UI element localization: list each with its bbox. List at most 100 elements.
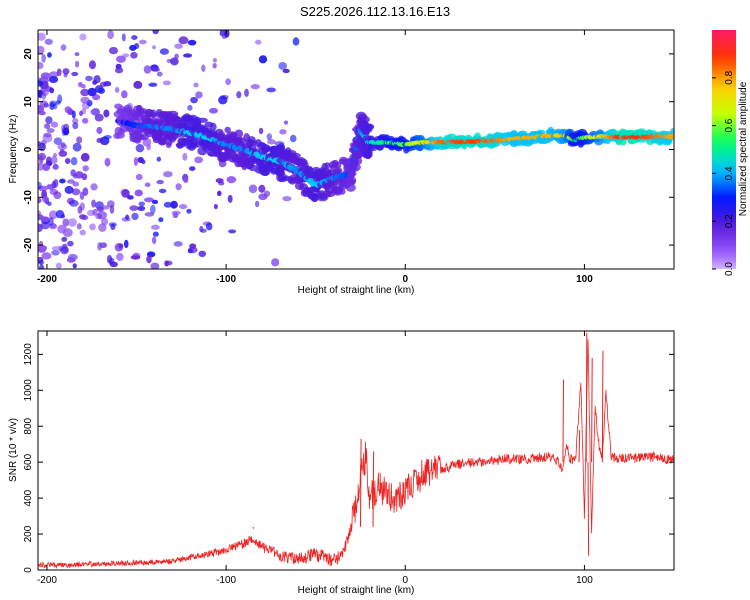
spectrogram-noise-blob — [187, 248, 193, 254]
colorbar-label: Normalized spectral amplitude — [738, 81, 749, 216]
colorbar-tick-label: 0.2 — [724, 214, 735, 228]
spectrogram-ridge-halo — [346, 170, 357, 177]
spectrogram-noise-blob — [258, 184, 266, 193]
spectrogram-noise-blob — [198, 250, 207, 258]
spectrogram-noise-blob — [49, 100, 57, 107]
spectrogram-noise-blob — [103, 135, 112, 140]
spectrogram-noise-blob — [156, 71, 163, 77]
y-tick-label: -10 — [23, 190, 34, 205]
spectrogram-noise-blob — [187, 39, 197, 46]
spectrogram-noise-blob — [255, 39, 262, 45]
spectrogram-noise-blob — [40, 216, 50, 222]
y-tick-label: 0 — [23, 567, 34, 573]
spectrogram-noise-blob — [38, 264, 45, 269]
spectrogram-noise-blob — [62, 218, 70, 227]
spectrogram-noise-blob — [199, 225, 204, 233]
spectrogram-noise-blob — [90, 183, 98, 191]
spectrogram-noise-blob — [224, 30, 230, 38]
spectrogram-noise-blob — [90, 108, 100, 116]
snr-spike — [578, 429, 581, 463]
spectrogram-ridge-cell — [667, 134, 674, 140]
spectrogram-noise-blob — [101, 217, 109, 226]
spectrogram-noise-blob — [135, 143, 145, 153]
spectrogram-noise-blob — [92, 80, 98, 85]
spectrogram-noise-blob — [216, 190, 222, 197]
spectrogram-noise-blob — [62, 68, 70, 75]
spectrogram-noise-blob — [59, 178, 66, 184]
spectrogram-noise-blob — [144, 182, 151, 187]
spectrogram-noise-blob — [81, 173, 88, 181]
y-tick-label: 10 — [23, 96, 34, 108]
spectrogram-ridge-halo — [215, 128, 224, 135]
spectrogram-noise-blob — [75, 171, 84, 179]
x-tick-label: -200 — [37, 274, 57, 285]
spectrogram-noise-blob — [96, 137, 104, 144]
colorbar-tick-label: 0.8 — [724, 70, 735, 84]
spectrogram-noise-blob — [107, 30, 114, 40]
spectrogram-noise-blob — [258, 127, 264, 135]
spectrogram-noise-blob — [172, 212, 179, 219]
spectrogram-noise-blob — [146, 255, 152, 264]
spectrogram-noise-blob — [152, 231, 159, 237]
x-tick-label: 0 — [402, 274, 408, 285]
spectrogram-noise-blob — [190, 96, 198, 104]
spectrogram-noise-blob — [63, 123, 70, 132]
spectrogram-noise-blob — [72, 142, 82, 152]
spectrogram-noise-blob — [121, 33, 126, 42]
y-tick-label: 1000 — [23, 379, 34, 402]
spectrogram-noise-blob — [38, 223, 43, 233]
spectrogram-noise-blob — [289, 134, 297, 143]
spectrogram-noise-blob — [114, 86, 120, 93]
snr-y-ticks: 0 200 400 600 800 1000 1200 — [23, 343, 674, 573]
spectrogram-noise-blob — [79, 33, 87, 41]
spectrogram-noise-blob — [159, 48, 169, 55]
snr-spike — [587, 462, 590, 556]
spectrogram-noise-blob — [156, 156, 162, 162]
spectrogram-heatmap — [38, 30, 674, 269]
spectrogram-noise-blob — [151, 236, 157, 245]
spectrogram-x-ticks: -200 -100 0 100 — [37, 30, 593, 285]
spectrogram-noise-blob — [44, 38, 53, 45]
spectrogram-noise-blob — [134, 189, 143, 197]
x-tick-label: -100 — [216, 274, 236, 285]
spectrogram-noise-blob — [81, 117, 89, 124]
spectrogram-noise-blob — [118, 243, 124, 249]
spectrogram-noise-blob — [133, 156, 138, 166]
x-tick-label: -100 — [216, 575, 236, 586]
spectrogram-noise-blob — [244, 88, 249, 98]
spectrogram-noise-blob — [135, 173, 143, 181]
spectrogram-noise-blob — [122, 53, 130, 58]
spectrogram-noise-blob — [43, 102, 50, 108]
spectrogram-noise-blob — [55, 262, 62, 269]
spectrogram-noise-blob — [91, 199, 97, 208]
spectrogram-noise-blob — [67, 218, 77, 227]
spectrogram-ridge-halo — [149, 109, 157, 118]
spectrogram-noise-blob — [189, 243, 197, 249]
spectrogram-noise-blob — [51, 180, 57, 189]
spectrogram-ridge-halo — [361, 150, 372, 159]
spectrogram-noise-blob — [187, 104, 193, 111]
snr-x-ticks: -200 -100 0 100 — [37, 331, 593, 586]
spectrogram-noise-blob — [133, 80, 143, 89]
snr-spike — [562, 379, 565, 463]
colorbar: 0.0 0.2 0.4 0.6 0.8 Normalized spectral ampl… — [712, 30, 749, 276]
spectrogram-y-ticks: 20 10 0 -10 -20 — [23, 48, 674, 252]
spectrogram-noise-blob — [98, 223, 107, 232]
spectrogram-noise-blob — [266, 87, 276, 93]
spectrogram-noise-blob — [126, 195, 134, 200]
spectrogram-noise-blob — [225, 78, 231, 86]
spectrogram-noise-blob — [38, 45, 45, 55]
spectrogram-noise-blob — [130, 51, 138, 59]
spectrogram-noise-blob — [103, 80, 112, 87]
spectrogram-noise-blob — [267, 139, 276, 145]
spectrogram-noise-blob — [79, 110, 84, 117]
spectrogram-noise-blob — [218, 181, 225, 186]
spectrogram-noise-blob — [61, 236, 68, 242]
snr-series — [38, 332, 674, 569]
spectrogram-noise-blob — [163, 171, 173, 178]
spectrogram-noise-blob — [129, 205, 139, 211]
spectrogram-noise-blob — [131, 212, 139, 221]
spectrogram-ridge-halo — [324, 162, 331, 169]
spectrogram-noise-blob — [38, 197, 42, 204]
